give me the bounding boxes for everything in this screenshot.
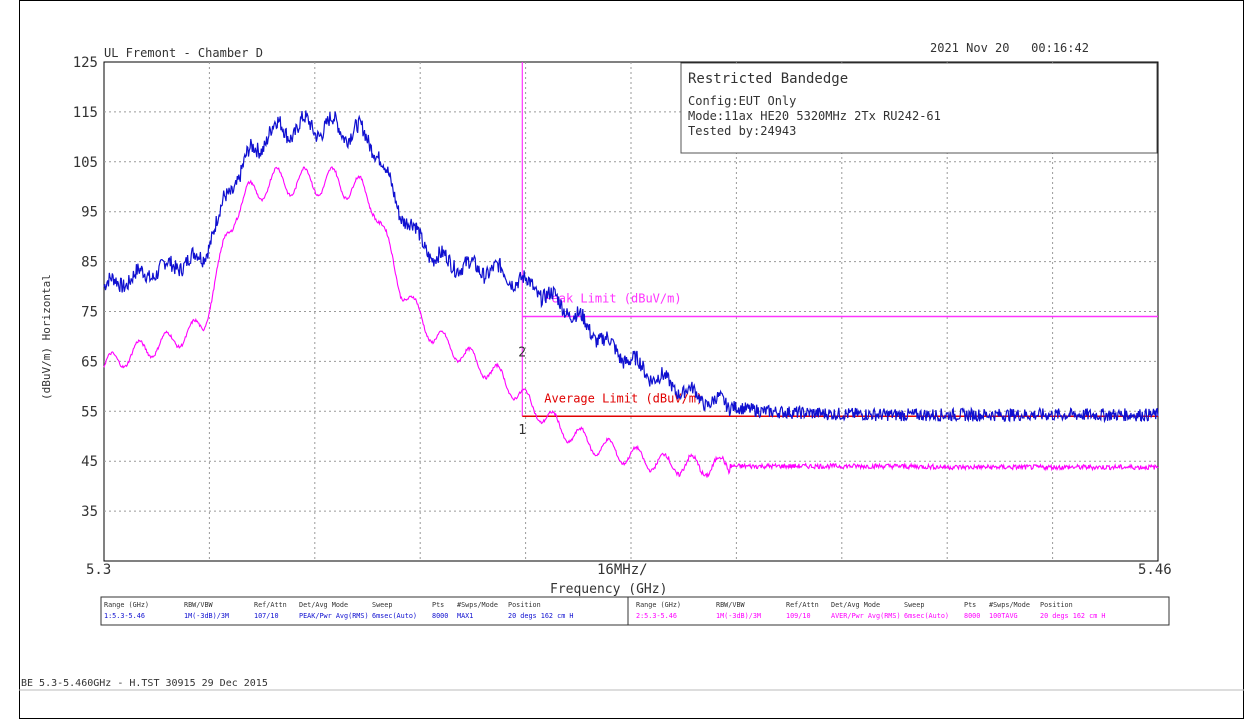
- settings-value: MAX1: [457, 612, 473, 620]
- y-tick-label: 85: [81, 255, 98, 271]
- average-limit-label: Average Limit (dBuV/m): [544, 391, 703, 405]
- settings-value: 20 degs 162 cm H: [508, 612, 573, 620]
- x-tick-labels: 5.3 16MHz/ 5.46: [86, 562, 1172, 578]
- settings-value: 100TAVG: [989, 612, 1018, 620]
- x-tick-label-start: 5.3: [86, 562, 111, 578]
- markers: 21: [518, 345, 526, 437]
- settings-value: 107/10: [254, 612, 279, 620]
- settings-header: Range (GHz): [636, 601, 681, 609]
- settings-header: Pts: [964, 601, 976, 609]
- y-tick-label: 55: [81, 404, 98, 420]
- info-box-frame: [680, 62, 1158, 154]
- marker-2: 2: [518, 345, 526, 360]
- settings-value: PEAK/Pwr Avg(RMS): [299, 612, 369, 620]
- y-tick-label: 95: [81, 205, 98, 221]
- y-axis-label: (dBuV/m) Horizontal: [40, 274, 53, 400]
- settings-value: 6msec(Auto): [904, 612, 949, 620]
- info-title: Restricted Bandedge: [688, 71, 848, 87]
- settings-header: Ref/Attn: [254, 601, 287, 609]
- peak-trace: [103, 110, 1159, 424]
- info-tested-by: Tested by:24943: [688, 124, 796, 138]
- settings-table: Range (GHz)1:5.3-5.46RBW/VBW1M(-3dB)/3MR…: [100, 596, 1170, 626]
- y-tick-label: 115: [73, 105, 98, 121]
- y-tick-label: 105: [73, 155, 98, 171]
- info-config: Config:EUT Only: [688, 94, 796, 108]
- marker-1: 1: [518, 423, 526, 438]
- x-axis-label: Frequency (GHz): [550, 582, 667, 597]
- settings-header: Pts: [432, 601, 444, 609]
- info-box: Restricted Bandedge Config:EUT Only Mode…: [680, 62, 1158, 154]
- traces: [103, 110, 1159, 478]
- settings-right: Range (GHz) 2:5.3-5.46 RBW/VBW 1M(-3dB)/3M R…: [636, 601, 1105, 620]
- settings-header: Position: [1040, 601, 1073, 609]
- settings-header: Position: [508, 601, 541, 609]
- settings-value: 8000: [432, 612, 448, 620]
- settings-header: RBW/VBW: [716, 601, 746, 609]
- settings-header: Sweep: [904, 601, 924, 609]
- footer-note: BE 5.3-5.460GHz - H.TST 30915 29 Dec 201…: [21, 678, 268, 689]
- x-tick-label-span: 16MHz/: [597, 562, 648, 578]
- settings-value: 1M(-3dB)/3M: [716, 612, 761, 620]
- settings-header: Ref/Attn: [786, 601, 819, 609]
- settings-value: 1M(-3dB)/3M: [184, 612, 229, 620]
- settings-value: 1:5.3-5.46: [104, 612, 145, 620]
- y-tick-labels: 125 115 105 95 85 75 65 55 45 35: [73, 55, 98, 520]
- y-tick-label: 65: [81, 354, 98, 370]
- date-time: 2021 Nov 20 00:16:42: [930, 41, 1089, 55]
- settings-header: Det/Avg Mode: [831, 601, 880, 609]
- settings-value: 8000: [964, 612, 980, 620]
- y-tick-label: 35: [81, 504, 98, 520]
- settings-value: 2:5.3-5.46: [636, 612, 677, 620]
- settings-table-border: [100, 596, 1170, 626]
- limit-lines: Peak Limit (dBuV/m) Average Limit (dBuV/m…: [521, 62, 1158, 418]
- average-trace: [103, 166, 1159, 478]
- settings-value: AVER/Pwr Avg(RMS): [831, 612, 901, 620]
- y-tick-label: 45: [81, 454, 98, 470]
- settings-value: 109/10: [786, 612, 811, 620]
- settings-header: #Swps/Mode: [989, 601, 1030, 609]
- site-title: UL Fremont - Chamber D: [104, 46, 263, 60]
- peak-limit-label: Peak Limit (dBuV/m): [544, 291, 681, 305]
- settings-header: Range (GHz): [104, 601, 149, 609]
- settings-value: 20 degs 162 cm H: [1040, 612, 1105, 620]
- settings-header: Det/Avg Mode: [299, 601, 348, 609]
- settings-value: 6msec(Auto): [372, 612, 417, 620]
- settings-header: Sweep: [372, 601, 392, 609]
- info-mode: Mode:11ax HE20 5320MHz 2Tx RU242-61: [688, 109, 941, 123]
- y-tick-label: 75: [81, 305, 98, 321]
- settings-left: Range (GHz) 1:5.3-5.46 RBW/VBW 1M(-3dB)/3M R…: [104, 601, 573, 620]
- settings-header: RBW/VBW: [184, 601, 214, 609]
- x-tick-label-end: 5.46: [1138, 562, 1172, 578]
- y-tick-label: 125: [73, 55, 98, 71]
- settings-header: #Swps/Mode: [457, 601, 498, 609]
